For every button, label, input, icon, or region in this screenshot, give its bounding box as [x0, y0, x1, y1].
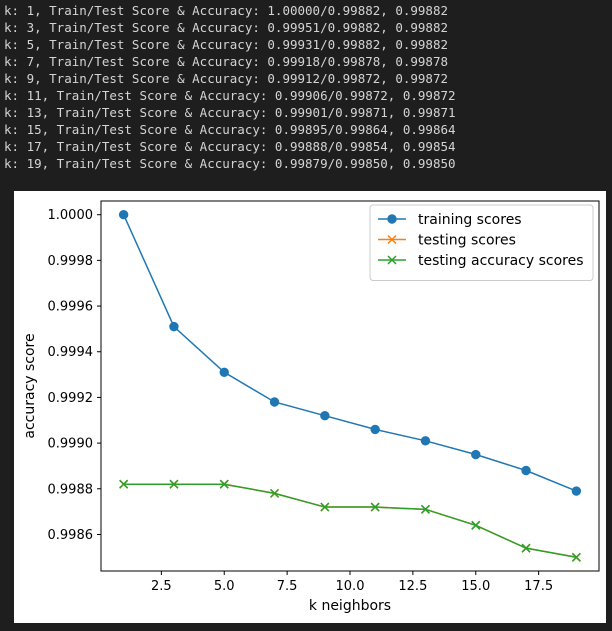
legend-item: testing scores — [378, 233, 516, 249]
series-2 — [119, 479, 581, 562]
series-0 — [118, 210, 582, 496]
data-point — [169, 479, 179, 489]
y-tick-label: 0.9986 — [48, 528, 94, 543]
y-tick-label: 0.9998 — [48, 254, 94, 269]
data-point — [269, 397, 280, 407]
output-line: k: 3, Train/Test Score & Accuracy: 0.999… — [4, 20, 449, 35]
y-axis-label: accuracy score — [22, 333, 38, 438]
legend-label: testing accuracy scores — [418, 253, 584, 269]
data-point — [387, 234, 397, 245]
data-point — [320, 502, 330, 512]
output-line: k: 1, Train/Test Score & Accuracy: 1.000… — [4, 3, 449, 18]
output-line: k: 11, Train/Test Score & Accuracy: 0.99… — [4, 88, 456, 103]
data-point — [169, 321, 179, 332]
data-point — [320, 410, 330, 421]
legend-item: training scores — [378, 212, 522, 228]
series-line — [122, 214, 577, 492]
y-tick-label: 0.9994 — [48, 345, 94, 360]
data-point — [471, 449, 481, 460]
cell-output: k: 1, Train/Test Score & Accuracy: 1.000… — [4, 2, 608, 172]
series-line — [123, 483, 577, 559]
data-point — [521, 543, 531, 553]
data-point — [219, 367, 229, 377]
data-point — [370, 424, 380, 435]
y-ticks: 0.9986 0.9988 0.9990 0.9992 0.9994 0.9996 0.99… — [48, 208, 101, 543]
x-ticks: 2.5 5.0 7.5 10.0 12.5 15.0 17.5 — [151, 571, 553, 594]
y-tick-label: 0.9990 — [48, 437, 94, 452]
output-line: k: 15, Train/Test Score & Accuracy: 0.99… — [4, 122, 456, 137]
data-point — [420, 436, 431, 446]
data-point — [471, 520, 481, 530]
x-tick-label: 2.5 — [151, 579, 172, 594]
data-point — [420, 504, 430, 514]
output-line: k: 5, Train/Test Score & Accuracy: 0.999… — [4, 37, 449, 52]
legend-label: testing scores — [418, 233, 516, 249]
x-axis-label: k neighbors — [309, 598, 391, 614]
x-tick-label: 5.0 — [214, 579, 235, 594]
chart-figure: 2.5 5.0 7.5 10.0 12.5 15.0 17.5 0.9986 0.9988 0.… — [14, 191, 606, 623]
data-point — [119, 479, 129, 489]
x-tick-label: 15.0 — [461, 579, 490, 594]
data-point — [219, 479, 229, 489]
line-chart: 2.5 5.0 7.5 10.0 12.5 15.0 17.5 0.99860.99880.… — [22, 200, 600, 614]
y-tick-label: 0.9988 — [48, 482, 94, 497]
data-point — [370, 502, 380, 512]
data-point — [118, 210, 129, 220]
legend-item: testing accuracy scores — [378, 253, 584, 269]
series-layer — [118, 210, 582, 562]
x-tick-label: 17.5 — [524, 579, 553, 594]
x-tick-label: 12.5 — [398, 579, 427, 594]
legend: training scores testing scores testing acc… — [369, 204, 594, 281]
data-point — [571, 552, 581, 562]
x-tick-label: 7.5 — [277, 579, 298, 594]
data-point — [521, 465, 531, 476]
output-line: k: 13, Train/Test Score & Accuracy: 0.99… — [4, 105, 456, 120]
output-line: k: 9, Train/Test Score & Accuracy: 0.999… — [4, 71, 449, 86]
output-line: k: 19, Train/Test Score & Accuracy: 0.99… — [4, 156, 456, 171]
output-line: k: 7, Train/Test Score & Accuracy: 0.999… — [4, 54, 449, 69]
y-tick-label: 1.0000 — [48, 208, 94, 223]
data-point — [387, 255, 397, 265]
y-tick-label: 0.9992 — [48, 391, 94, 406]
y-tick-label: 0.9996 — [48, 300, 94, 315]
legend-label: training scores — [418, 212, 522, 228]
data-point — [387, 214, 397, 224]
legend-box — [369, 204, 594, 281]
output-line: k: 17, Train/Test Score & Accuracy: 0.99… — [4, 139, 456, 154]
data-point — [571, 486, 582, 496]
data-point — [270, 488, 280, 498]
x-tick-label: 10.0 — [336, 579, 365, 594]
